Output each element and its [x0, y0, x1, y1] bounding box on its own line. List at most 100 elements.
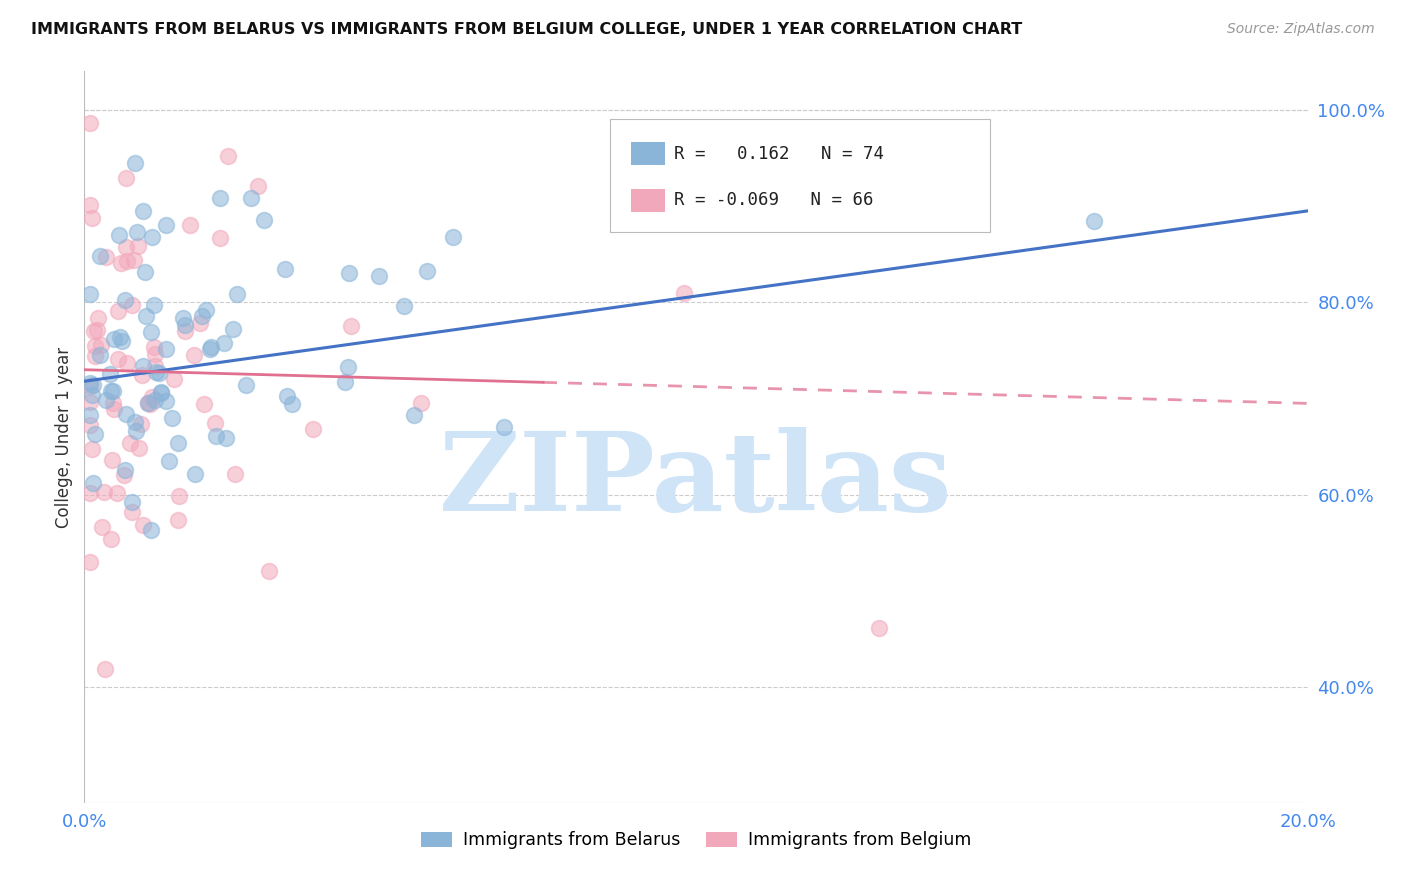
Point	[246, 179, 269, 194]
Point	[142, 298, 165, 312]
Point	[226, 287, 249, 301]
Point	[128, 442, 150, 456]
Point	[672, 286, 695, 301]
Point	[149, 384, 172, 399]
Point	[142, 341, 165, 355]
Point	[132, 359, 155, 374]
Point	[149, 386, 172, 401]
Point	[87, 311, 110, 326]
Point	[114, 293, 136, 307]
Point	[411, 395, 433, 409]
Point	[110, 256, 132, 270]
Point	[96, 392, 118, 407]
Point	[121, 495, 143, 509]
Point	[333, 375, 356, 389]
Point	[121, 298, 143, 312]
Point	[79, 408, 101, 422]
Point	[155, 219, 177, 233]
FancyBboxPatch shape	[631, 142, 665, 165]
Point	[79, 287, 101, 301]
Point	[82, 476, 104, 491]
Point	[143, 392, 166, 407]
Point	[179, 218, 201, 232]
Point	[204, 416, 226, 430]
Point	[173, 325, 195, 339]
Point	[101, 384, 124, 398]
Point	[84, 339, 107, 353]
Point	[252, 213, 274, 227]
Text: IMMIGRANTS FROM BELARUS VS IMMIGRANTS FROM BELGIUM COLLEGE, UNDER 1 YEAR CORRELA: IMMIGRANTS FROM BELARUS VS IMMIGRANTS FR…	[31, 22, 1022, 37]
Point	[86, 322, 108, 336]
Point	[195, 302, 218, 317]
Point	[112, 467, 135, 482]
Point	[111, 334, 134, 348]
Point	[124, 424, 146, 438]
Point	[141, 391, 163, 405]
Point	[136, 396, 159, 410]
Point	[79, 198, 101, 212]
Point	[93, 485, 115, 500]
Point	[115, 171, 138, 186]
Point	[107, 303, 129, 318]
Point	[105, 485, 128, 500]
Point	[89, 348, 111, 362]
Point	[139, 396, 162, 410]
Point	[392, 299, 415, 313]
Point	[84, 427, 107, 442]
Point	[79, 417, 101, 432]
Point	[416, 263, 439, 277]
Point	[103, 333, 125, 347]
Point	[100, 384, 122, 398]
Point	[222, 321, 245, 335]
Point	[90, 337, 112, 351]
Text: Source: ZipAtlas.com: Source: ZipAtlas.com	[1227, 22, 1375, 37]
Point	[368, 268, 391, 283]
Point	[124, 252, 146, 267]
Point	[100, 533, 122, 547]
Point	[94, 663, 117, 677]
Point	[212, 335, 235, 350]
Point	[79, 376, 101, 390]
Point	[134, 265, 156, 279]
Point	[84, 349, 107, 363]
Point	[80, 211, 103, 226]
Point	[215, 431, 238, 445]
Point	[441, 230, 464, 244]
Point	[79, 395, 101, 409]
Point	[82, 377, 104, 392]
Point	[191, 309, 214, 323]
Point	[139, 523, 162, 537]
Point	[139, 325, 162, 339]
Point	[114, 462, 136, 476]
Point	[235, 378, 257, 392]
Point	[141, 229, 163, 244]
Point	[337, 266, 360, 280]
Point	[193, 397, 215, 411]
Point	[80, 442, 103, 456]
Point	[83, 324, 105, 338]
Point	[155, 393, 177, 408]
Point	[209, 191, 232, 205]
Point	[200, 340, 222, 354]
Point	[115, 407, 138, 421]
Point	[79, 555, 101, 569]
Point	[136, 396, 159, 410]
Point	[204, 428, 226, 442]
Point	[91, 520, 114, 534]
Point	[1083, 213, 1105, 227]
Point	[121, 505, 143, 519]
FancyBboxPatch shape	[610, 119, 990, 232]
Point	[404, 408, 426, 422]
Point	[184, 467, 207, 481]
Point	[132, 518, 155, 533]
Point	[124, 415, 146, 429]
Point	[183, 347, 205, 361]
Point	[240, 191, 263, 205]
Point	[101, 453, 124, 467]
Point	[107, 352, 129, 367]
Point	[224, 467, 246, 481]
Point	[132, 204, 155, 219]
Point	[281, 397, 304, 411]
Point	[107, 227, 129, 242]
Point	[163, 372, 186, 386]
